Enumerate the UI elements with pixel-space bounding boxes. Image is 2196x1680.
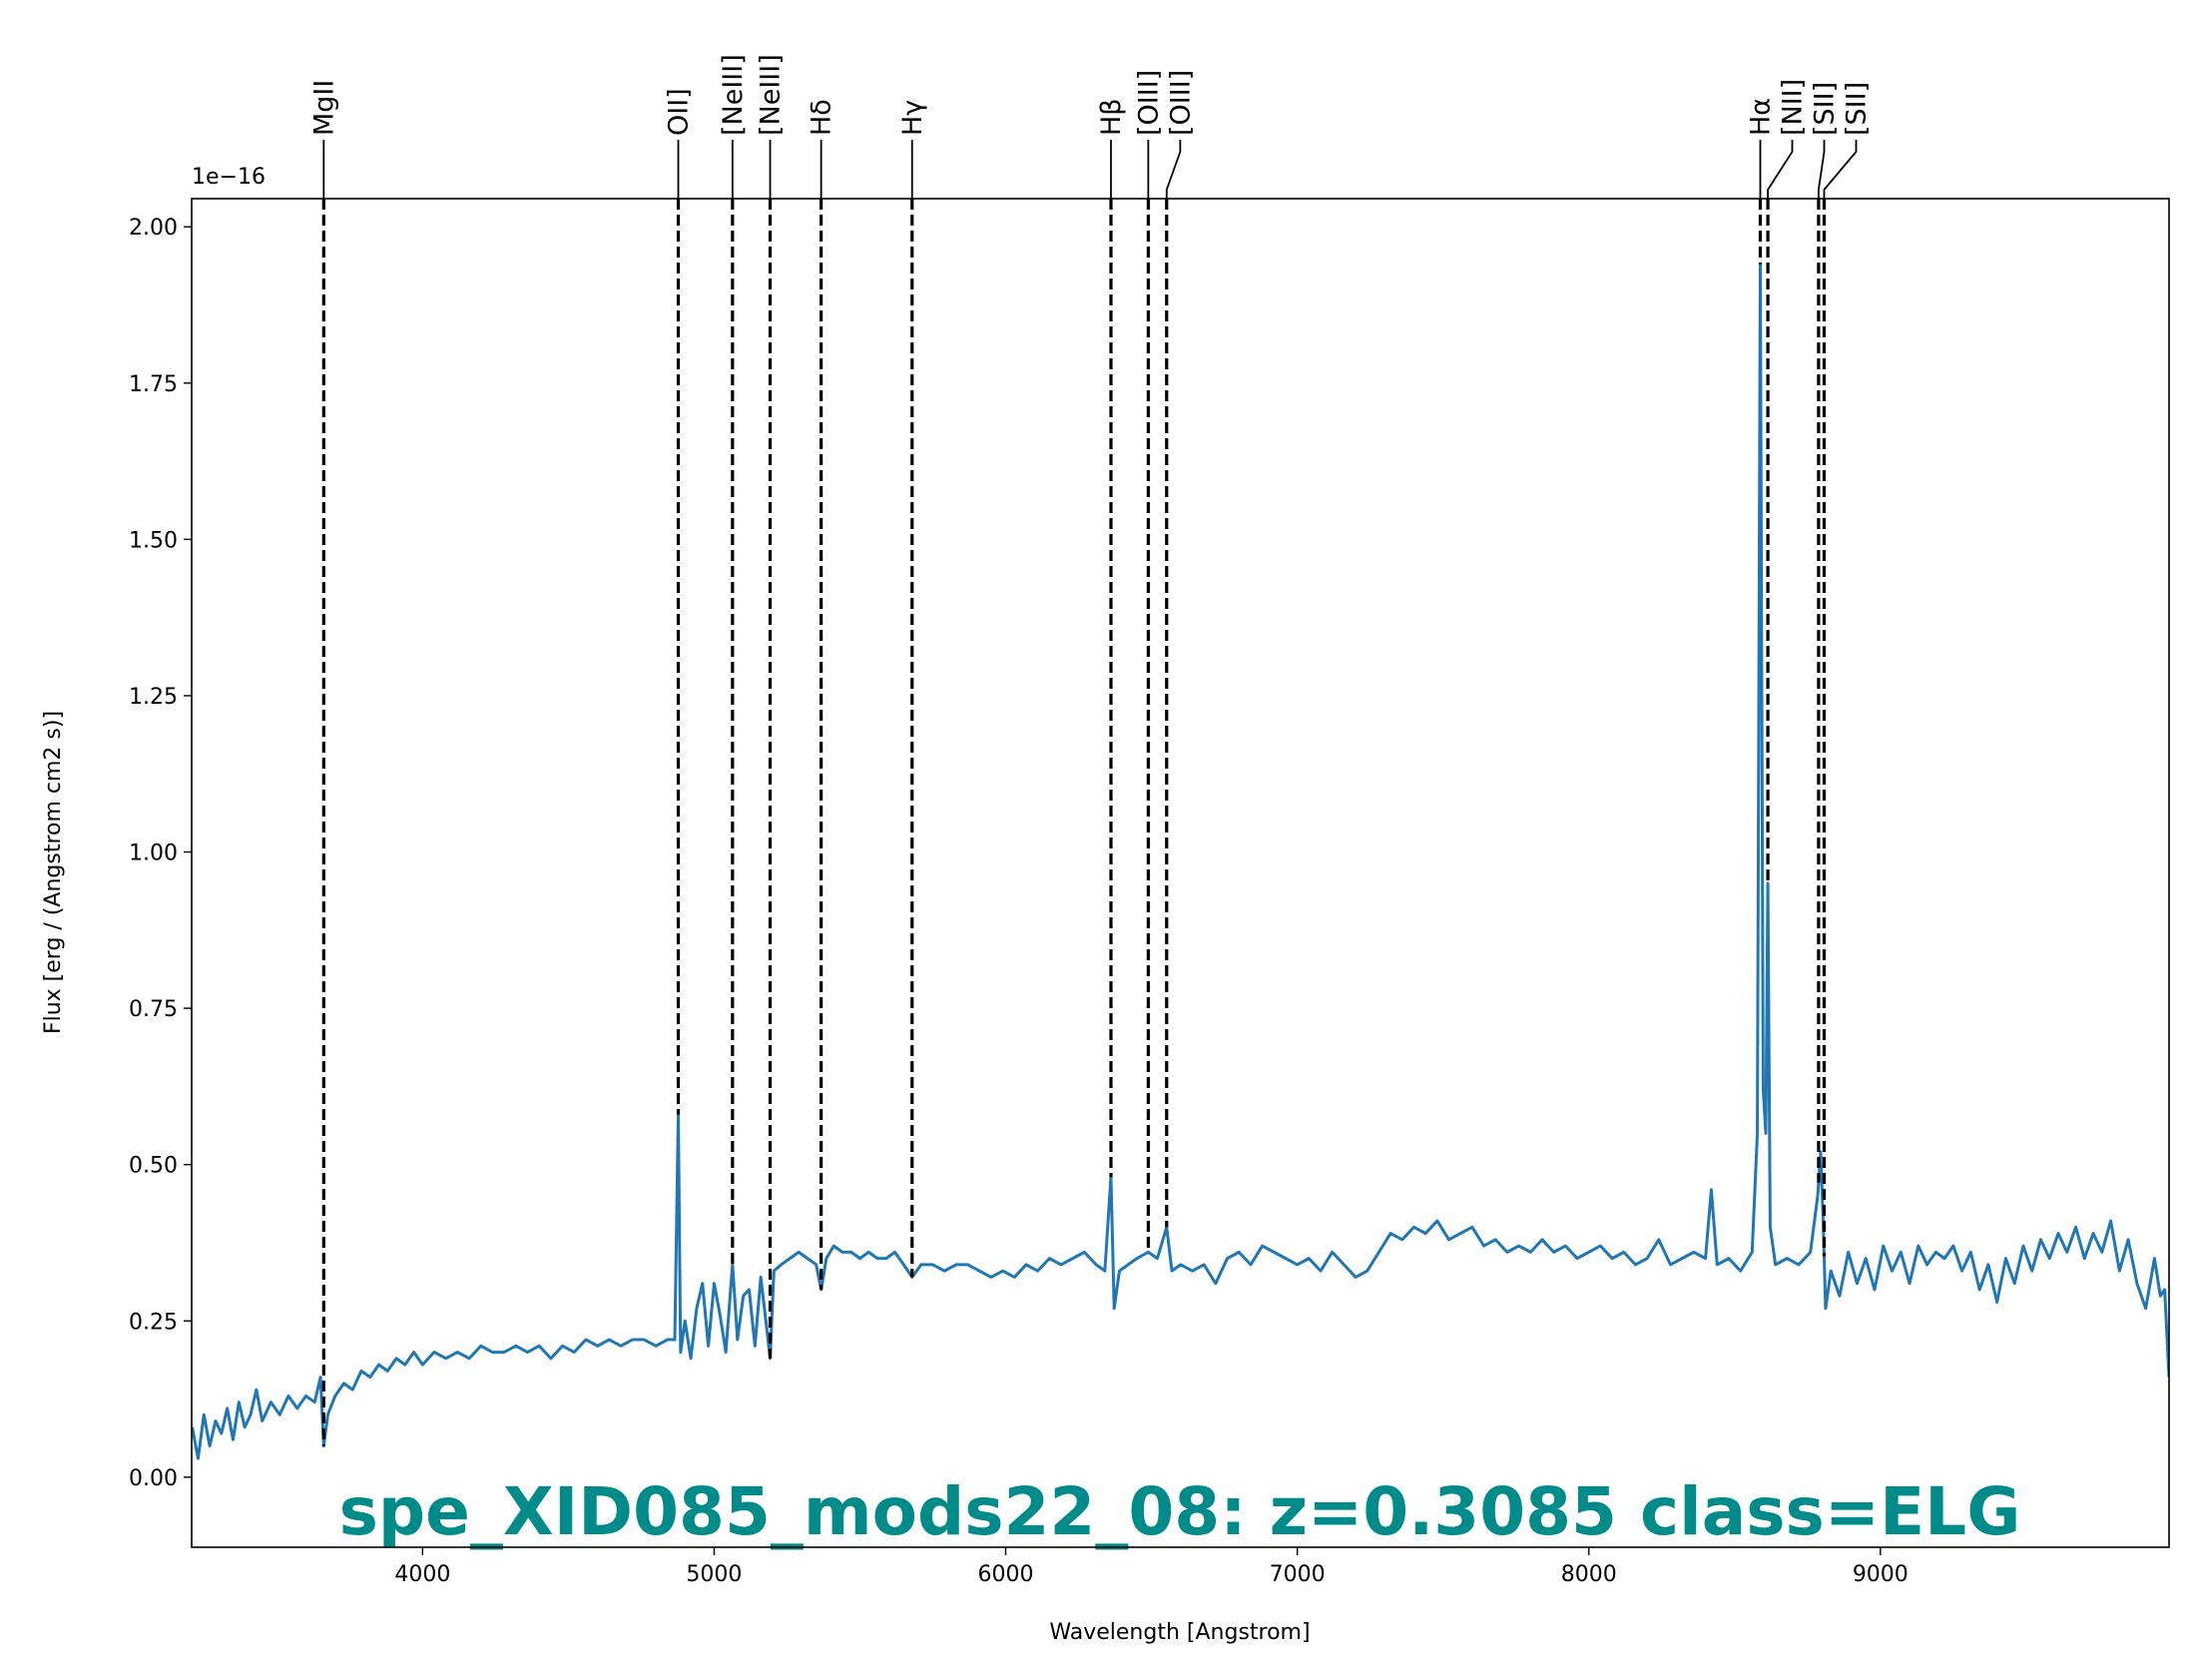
line-label: Hδ (807, 99, 837, 136)
line-label: [SII] (1841, 82, 1872, 136)
x-tick-label: 4000 (394, 1562, 450, 1587)
x-tick-label: 7000 (1270, 1562, 1326, 1587)
y-tick-label: 2.00 (129, 216, 178, 241)
line-connector (1823, 140, 1858, 199)
plot-area (192, 199, 2169, 1460)
line-connector (1767, 140, 1794, 199)
line-label: MgII (308, 80, 339, 136)
line-label: [NeIII] (718, 54, 749, 136)
y-tick-label: 0.50 (129, 1154, 178, 1179)
x-tick-label: 9000 (1853, 1562, 1909, 1587)
line-label: [OIII] (1133, 70, 1164, 136)
x-tick-label: 5000 (686, 1562, 742, 1587)
y-tick-label: 1.50 (129, 528, 178, 553)
x-axis-label: Wavelength [Angstrom] (1049, 1620, 1310, 1645)
line-label: OII] (664, 88, 695, 136)
line-label: [NeIII] (756, 54, 787, 136)
line-label: Hγ (897, 100, 928, 136)
y-tick-label: 1.75 (129, 372, 178, 397)
y-tick-label: 0.00 (129, 1466, 178, 1491)
x-tick-label: 8000 (1561, 1562, 1617, 1587)
line-label: Hα (1745, 98, 1776, 136)
y-tick-label: 1.00 (129, 841, 178, 866)
y-tick-label: 0.75 (129, 997, 178, 1022)
y-tick-label: 0.25 (129, 1310, 178, 1335)
y-tick-label: 1.25 (129, 685, 178, 710)
annotation: spe_XID085_mods22_08: z=0.3085 class=ELG (339, 1473, 2021, 1550)
x-tick-label: 6000 (978, 1562, 1034, 1587)
line-label: [NII] (1777, 79, 1808, 136)
line-label: Hβ (1096, 98, 1127, 136)
y-axis-label: Flux [erg / (Angstrom cm2 s)] (41, 711, 66, 1034)
axes-frame (191, 198, 2170, 1548)
line-connector (1165, 140, 1182, 199)
line-connector (1817, 140, 1826, 199)
line-label: [OIII] (1165, 70, 1196, 136)
spectrum-line (192, 263, 2169, 1460)
y-offset-label: 1e−16 (192, 165, 266, 190)
line-label: [SII] (1809, 82, 1840, 136)
